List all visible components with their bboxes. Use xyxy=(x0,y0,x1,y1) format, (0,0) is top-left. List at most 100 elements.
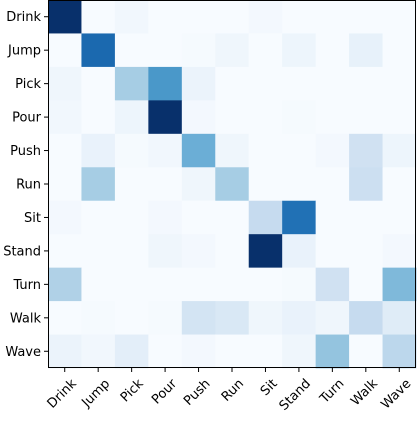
cell-sit-walk xyxy=(349,200,383,235)
y-tick-label-drink: Drink xyxy=(6,10,41,25)
x-tick-label-drink: Drink xyxy=(45,376,81,412)
y-axis-ticks: Drink Jump Pick Pour Push Run Sit Stand Turn Walk… xyxy=(3,10,48,360)
cell-sit-pour xyxy=(148,200,183,235)
cell-pour-sit xyxy=(248,100,283,135)
cell-run-wave xyxy=(382,167,417,202)
cell-stand-pick xyxy=(114,234,149,269)
x-tick-label-push: Push xyxy=(181,376,213,408)
cell-push-stand xyxy=(282,133,317,168)
x-tick-label-run: Run xyxy=(219,376,247,404)
plot-frame xyxy=(48,0,416,368)
cell-jump-sit xyxy=(248,33,283,68)
cell-push-wave xyxy=(382,133,417,168)
cell-pick-sit xyxy=(248,66,283,101)
cell-turn-walk xyxy=(349,267,383,302)
heatmap-cells xyxy=(48,0,417,369)
cell-pour-walk xyxy=(349,100,383,135)
cell-pick-drink xyxy=(48,66,82,101)
cell-run-walk xyxy=(349,167,383,202)
cell-turn-run xyxy=(215,267,250,302)
cell-walk-wave xyxy=(382,301,417,335)
cell-push-push xyxy=(181,133,216,168)
cell-walk-push xyxy=(181,301,216,335)
cell-wave-wave xyxy=(382,334,417,369)
cell-wave-walk xyxy=(349,334,383,369)
cell-jump-stand xyxy=(282,33,317,68)
cell-push-run xyxy=(215,133,250,168)
cell-push-walk xyxy=(349,133,383,168)
cell-wave-pour xyxy=(148,334,183,369)
cell-pour-jump xyxy=(81,100,116,135)
cell-turn-stand xyxy=(282,267,317,302)
cell-stand-walk xyxy=(349,234,383,269)
cell-pick-pour xyxy=(148,66,183,101)
cell-run-run xyxy=(215,167,250,202)
cell-run-pour xyxy=(148,167,183,202)
x-tick-label-pour: Pour xyxy=(149,376,181,408)
y-tick-label-jump: Jump xyxy=(7,44,41,59)
cell-run-stand xyxy=(282,167,317,202)
cell-turn-drink xyxy=(48,267,82,302)
cell-pour-wave xyxy=(382,100,417,135)
cell-turn-pick xyxy=(114,267,149,302)
cell-sit-sit xyxy=(248,200,283,235)
cell-jump-run xyxy=(215,33,250,68)
cell-jump-push xyxy=(181,33,216,68)
cell-run-pick xyxy=(114,167,149,202)
cell-jump-pour xyxy=(148,33,183,68)
cell-sit-drink xyxy=(48,200,82,235)
cell-drink-walk xyxy=(349,0,383,34)
cell-push-pick xyxy=(114,133,149,168)
x-tick-label-jump: Jump xyxy=(79,376,114,411)
cell-walk-pick xyxy=(114,301,149,335)
cell-wave-jump xyxy=(81,334,116,369)
cell-run-jump xyxy=(81,167,116,202)
y-tick-label-push: Push xyxy=(10,144,41,159)
cell-drink-drink xyxy=(48,0,82,34)
cell-sit-pick xyxy=(114,200,149,235)
cell-push-pour xyxy=(148,133,183,168)
cell-pick-stand xyxy=(282,66,317,101)
cell-stand-run xyxy=(215,234,250,269)
cell-push-jump xyxy=(81,133,116,168)
cell-stand-turn xyxy=(315,234,350,269)
cell-pour-push xyxy=(181,100,216,135)
cell-sit-push xyxy=(181,200,216,235)
cell-run-sit xyxy=(248,167,283,202)
y-tick-label-walk: Walk xyxy=(10,311,42,326)
y-tick-label-sit: Sit xyxy=(24,211,41,226)
x-tick-label-walk: Walk xyxy=(348,376,381,409)
cell-jump-turn xyxy=(315,33,350,68)
y-tick-label-pick: Pick xyxy=(15,77,41,92)
cell-pick-walk xyxy=(349,66,383,101)
cell-run-push xyxy=(181,167,216,202)
cell-jump-drink xyxy=(48,33,82,68)
cell-pour-run xyxy=(215,100,250,135)
x-tick-label-wave: Wave xyxy=(378,376,414,412)
cell-drink-pour xyxy=(148,0,183,34)
cell-stand-sit xyxy=(248,234,283,269)
cell-turn-wave xyxy=(382,267,417,302)
cell-wave-stand xyxy=(282,334,317,369)
cell-push-sit xyxy=(248,133,283,168)
y-tick-label-wave: Wave xyxy=(5,345,41,360)
cell-drink-turn xyxy=(315,0,350,34)
cell-pour-stand xyxy=(282,100,317,135)
cell-run-turn xyxy=(315,167,350,202)
cell-drink-run xyxy=(215,0,250,34)
cell-run-drink xyxy=(48,167,82,202)
cell-wave-pick xyxy=(114,334,149,369)
y-tick-label-pour: Pour xyxy=(12,111,42,126)
cell-drink-jump xyxy=(81,0,116,34)
cell-stand-push xyxy=(181,234,216,269)
cell-stand-stand xyxy=(282,234,317,269)
cell-jump-jump xyxy=(81,33,116,68)
cell-stand-jump xyxy=(81,234,116,269)
y-tick-label-stand: Stand xyxy=(3,244,41,259)
cell-pour-drink xyxy=(48,100,82,135)
cell-wave-push xyxy=(181,334,216,369)
cell-jump-wave xyxy=(382,33,417,68)
cell-wave-turn xyxy=(315,334,350,369)
